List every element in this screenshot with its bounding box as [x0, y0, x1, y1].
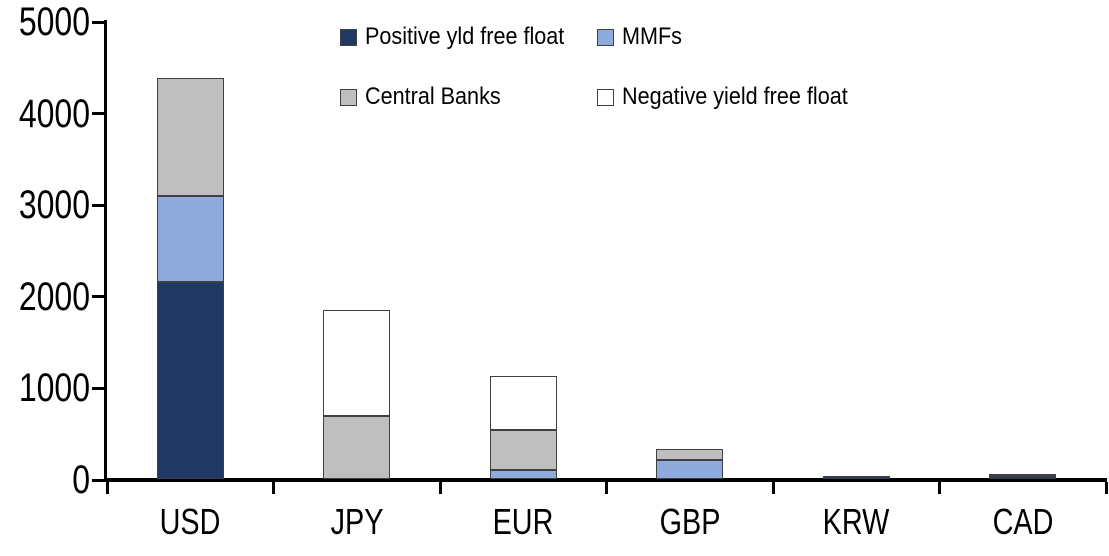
legend-item: MMFs: [597, 23, 689, 50]
bar-segment-mmfs: [156, 195, 224, 283]
bar-segment-central-banks: [989, 473, 1057, 477]
legend-swatch: [340, 88, 357, 106]
x-axis-tick: [605, 482, 608, 494]
legend-item: Central Banks: [340, 83, 516, 110]
x-axis-tick: [272, 482, 275, 494]
legend-swatch: [597, 88, 614, 106]
x-axis-line: [104, 478, 1107, 482]
legend-swatch: [597, 28, 614, 46]
bar-segment-positive-yld-free-float: [822, 475, 890, 479]
x-category-label: KRW: [822, 501, 890, 542]
y-tick-label: 3000: [18, 183, 90, 228]
legend-label: Positive yld free float: [365, 23, 565, 50]
y-tick-label: 4000: [18, 91, 90, 136]
bar-segment-central-banks: [656, 448, 724, 460]
bar-segment-positive-yld-free-float: [156, 282, 224, 479]
bar-segment-central-banks: [156, 77, 224, 196]
x-axis-tick: [771, 482, 775, 494]
y-tick-label: 2000: [18, 274, 90, 319]
x-category-label: JPY: [330, 501, 384, 542]
y-axis-line: [104, 20, 107, 482]
x-axis-tick: [938, 482, 941, 494]
x-axis-tick: [1104, 482, 1108, 494]
y-axis-tick: [92, 386, 104, 390]
legend-label: Central Banks: [365, 83, 501, 110]
bar-segment-mmfs: [489, 469, 557, 479]
bar-segment-central-banks: [489, 430, 557, 470]
legend-swatch: [340, 28, 357, 46]
y-tick-label: 1000: [18, 366, 90, 411]
bar-segment-positive-yld-free-float: [989, 476, 1057, 479]
legend-item: Positive yld free float: [340, 23, 586, 50]
x-category-label: GBP: [659, 501, 721, 542]
y-axis-tick: [92, 203, 104, 207]
bar-segment-mmfs: [656, 459, 724, 479]
y-axis-tick: [92, 478, 104, 482]
legend-label: MMFs: [622, 23, 682, 50]
y-axis-tick: [92, 20, 104, 24]
x-category-label: EUR: [492, 501, 554, 542]
y-tick-label: 5000: [18, 0, 90, 44]
bar-segment-negative-yield-free-float: [323, 310, 391, 416]
y-axis-tick: [92, 295, 104, 299]
y-tick-label: 0: [72, 458, 90, 502]
x-axis-tick: [438, 482, 442, 494]
legend-item: Negative yield free float: [597, 83, 873, 110]
x-axis-tick: [105, 482, 109, 494]
x-category-label: CAD: [992, 501, 1054, 542]
bar-segment-central-banks: [323, 415, 391, 479]
legend-label: Negative yield free float: [622, 83, 848, 110]
bar-segment-negative-yield-free-float: [489, 376, 557, 431]
y-axis-tick: [92, 112, 104, 116]
x-category-label: USD: [159, 501, 221, 542]
